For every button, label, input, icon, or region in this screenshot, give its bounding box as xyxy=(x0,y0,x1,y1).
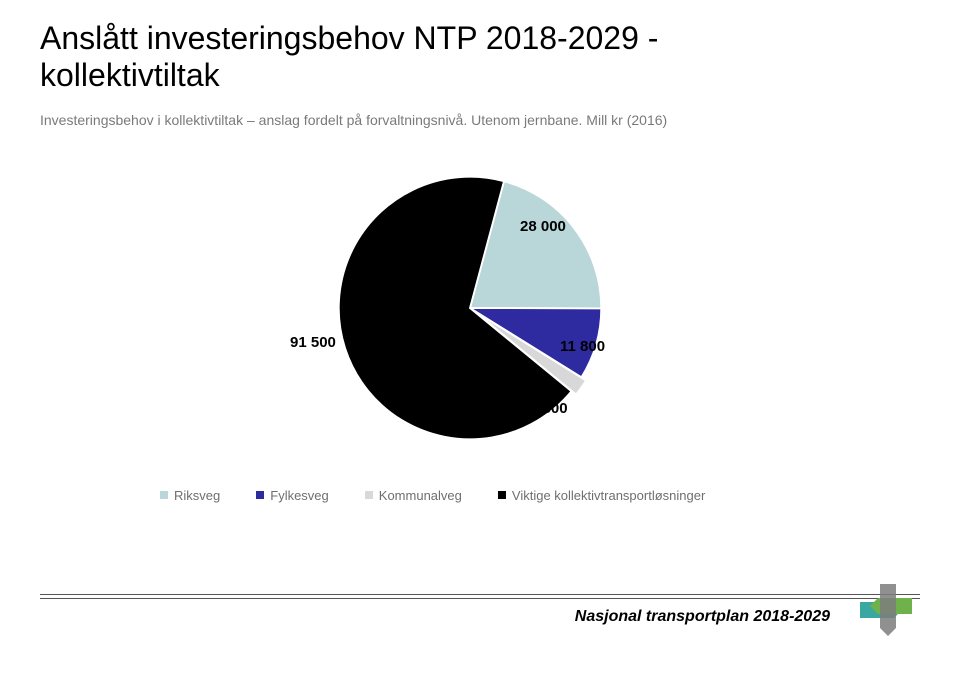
slice-label-kommunalveg: 2 800 xyxy=(530,400,568,417)
legend-label-kommunalveg: Kommunalveg xyxy=(379,488,462,503)
legend-item-fylkesveg: Fylkesveg xyxy=(256,488,329,503)
footer: Nasjonal transportplan 2018-2029 xyxy=(40,594,920,654)
page-title: Anslått investeringsbehov NTP 2018-2029 … xyxy=(40,20,920,94)
slice-label-viktige: 91 500 xyxy=(290,334,336,351)
logo-arrow-grey xyxy=(880,584,896,636)
page-subtitle: Investeringsbehov i kollektivtiltak – an… xyxy=(40,112,920,128)
slice-label-fylkesveg: 11 800 xyxy=(560,338,605,355)
pie-holder xyxy=(320,158,620,458)
pie-chart: 28 000 11 800 2 800 91 500 Riksveg Fylke… xyxy=(40,138,920,498)
legend-swatch-kommunalveg xyxy=(365,491,373,499)
title-line-2: kollektivtiltak xyxy=(40,57,220,93)
legend-label-viktige: Viktige kollektivtransportløsninger xyxy=(512,488,705,503)
footer-rule-2 xyxy=(40,598,920,599)
legend-swatch-fylkesveg xyxy=(256,491,264,499)
legend-swatch-riksveg xyxy=(160,491,168,499)
legend-label-riksveg: Riksveg xyxy=(174,488,220,503)
footer-rule-1 xyxy=(40,594,920,595)
legend-item-viktige: Viktige kollektivtransportløsninger xyxy=(498,488,705,503)
footer-text: Nasjonal transportplan 2018-2029 xyxy=(575,608,830,626)
legend-label-fylkesveg: Fylkesveg xyxy=(270,488,329,503)
footer-logo-icon xyxy=(850,580,920,640)
title-line-1: Anslått investeringsbehov NTP 2018-2029 … xyxy=(40,20,658,56)
slice-label-riksveg: 28 000 xyxy=(520,218,566,235)
pie-svg xyxy=(320,158,620,458)
legend-swatch-viktige xyxy=(498,491,506,499)
legend-item-riksveg: Riksveg xyxy=(160,488,220,503)
slide-root: Anslått investeringsbehov NTP 2018-2029 … xyxy=(0,0,960,678)
legend-item-kommunalveg: Kommunalveg xyxy=(365,488,462,503)
legend: Riksveg Fylkesveg Kommunalveg Viktige ko… xyxy=(160,488,705,503)
